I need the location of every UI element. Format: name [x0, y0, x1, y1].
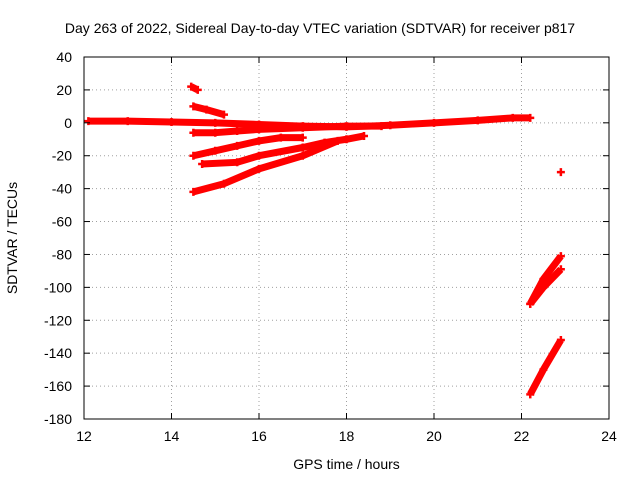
- series-track-d: [189, 133, 307, 160]
- data-point: [211, 118, 220, 127]
- y-tick-label: -80: [52, 246, 72, 262]
- data-point: [539, 365, 548, 374]
- data-point: [255, 151, 263, 160]
- data-point: [298, 151, 307, 160]
- data-point: [360, 131, 368, 140]
- data-point: [255, 164, 263, 173]
- series-line: [193, 122, 382, 137]
- x-axis-label: GPS time / hours: [293, 456, 400, 472]
- data-point: [189, 128, 198, 137]
- series-track-e: [198, 131, 368, 168]
- data-point: [342, 122, 351, 131]
- data-point: [298, 133, 307, 142]
- data-point: [167, 117, 176, 126]
- data-point: [220, 110, 228, 119]
- data-point: [187, 82, 196, 91]
- data-point: [189, 151, 198, 160]
- data-point: [508, 113, 517, 122]
- chart-title: Day 263 of 2022, Sidereal Day-to-day VTE…: [64, 20, 576, 36]
- y-tick-label: -100: [44, 279, 72, 295]
- data-point: [255, 136, 263, 145]
- x-tick-label: 16: [251, 428, 267, 444]
- y-tick-label: -60: [52, 214, 72, 230]
- y-tick-label: -180: [44, 411, 72, 427]
- data-point: [84, 117, 93, 126]
- data-point: [193, 85, 202, 94]
- data-point: [211, 128, 220, 137]
- y-axis-label: SDTVAR / TECUs: [4, 181, 20, 295]
- x-tick-label: 22: [514, 428, 530, 444]
- data-point: [189, 187, 198, 196]
- data-point: [556, 252, 565, 261]
- y-tick-label: -160: [44, 378, 72, 394]
- data-points: [84, 82, 565, 399]
- y-tick-label: 20: [56, 82, 72, 98]
- series-track-f: [189, 136, 342, 196]
- data-point: [276, 133, 285, 142]
- x-tick-label: 18: [339, 428, 355, 444]
- data-point: [556, 168, 565, 177]
- series-track-a: [187, 82, 202, 94]
- data-point: [298, 143, 307, 152]
- data-point: [556, 265, 565, 274]
- series-track-c: [189, 122, 386, 137]
- data-point: [298, 123, 307, 132]
- data-point: [556, 336, 565, 345]
- series-track-j: [526, 336, 565, 399]
- data-point: [233, 158, 242, 167]
- data-point: [386, 121, 395, 130]
- data-point: [202, 105, 211, 114]
- data-point: [377, 122, 386, 131]
- data-point: [430, 118, 438, 127]
- y-tick-label: -140: [44, 345, 72, 361]
- grid-lines: [84, 57, 609, 419]
- data-point: [526, 299, 535, 308]
- data-point: [211, 146, 220, 155]
- data-point: [233, 127, 242, 136]
- data-point: [123, 117, 132, 126]
- y-tick-label: -40: [52, 181, 72, 197]
- data-point: [526, 390, 535, 399]
- x-tick-label: 20: [426, 428, 442, 444]
- series-track-i: [526, 265, 565, 308]
- data-point: [473, 116, 482, 125]
- data-point: [233, 141, 242, 150]
- x-tick-label: 14: [164, 428, 180, 444]
- data-point: [539, 275, 548, 284]
- series-track-g: [556, 168, 565, 177]
- y-tick-label: -120: [44, 312, 72, 328]
- data-point: [220, 179, 228, 188]
- y-tick-label: 40: [56, 49, 72, 65]
- data-point: [539, 283, 548, 292]
- series-track-b: [189, 102, 228, 119]
- data-point: [255, 125, 263, 134]
- data-point: [342, 135, 351, 144]
- data-point: [526, 113, 535, 122]
- axis-ticks: 12 14 16 18 20 22 24 40 20 0 -20 -40 -60 -80 -100 -120 -…: [44, 49, 617, 444]
- x-tick-label: 24: [601, 428, 617, 444]
- data-point: [189, 102, 198, 111]
- y-tick-label: 0: [64, 115, 72, 131]
- data-point: [333, 136, 342, 145]
- y-tick-label: -20: [52, 148, 72, 164]
- data-point: [198, 159, 207, 168]
- x-tick-label: 12: [76, 428, 92, 444]
